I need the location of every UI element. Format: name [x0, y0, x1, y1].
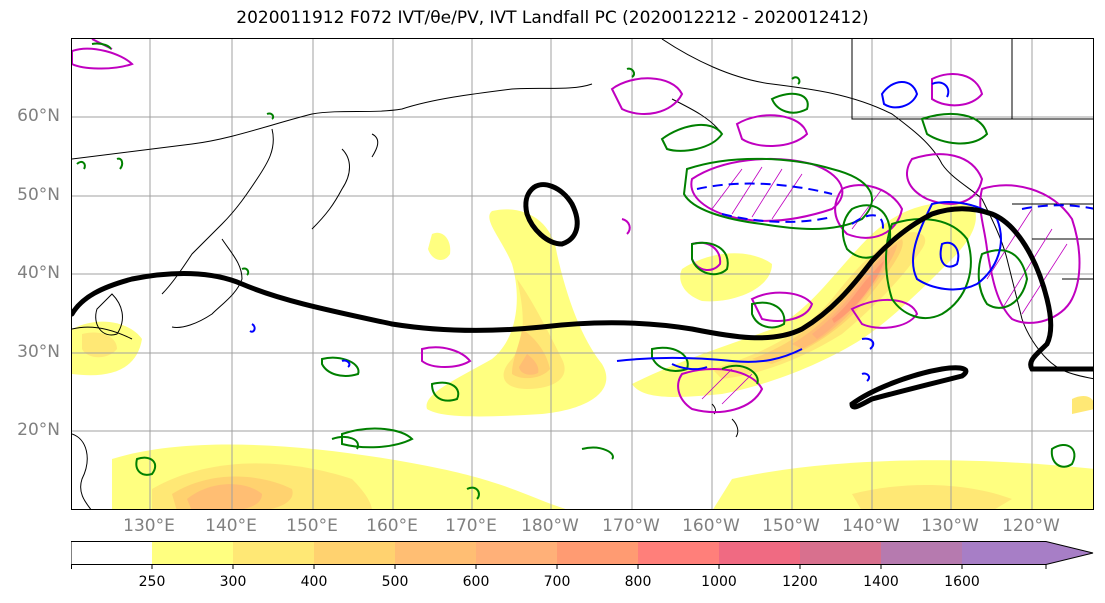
colorbar-segment — [152, 541, 233, 565]
lon-label-160w: 160°W — [682, 516, 740, 536]
colorbar-tick-label: 300 — [219, 574, 247, 590]
colorbar-segment — [881, 541, 962, 565]
chart-title: 2020011912 F072 IVT/θe/PV, IVT Landfall … — [236, 8, 869, 28]
lon-label-170w: 170°W — [602, 516, 660, 536]
map-panel — [71, 38, 1094, 510]
colorbar-tick-label: 500 — [381, 574, 409, 590]
ivt-contour-black — [72, 182, 1093, 410]
colorbar-outline — [71, 541, 1094, 565]
lon-label-130w: 130°W — [921, 516, 979, 536]
colorbar-tick-label: 1000 — [701, 574, 737, 590]
colorbar-tick-label: 1400 — [863, 574, 899, 590]
colorbar-segment — [314, 541, 395, 565]
colorbar-segment — [557, 541, 638, 565]
colorbar-segment — [962, 541, 1093, 565]
lon-label-170e: 170°E — [445, 516, 497, 536]
lon-label-150w: 150°W — [762, 516, 820, 536]
colorbar-segment — [638, 541, 719, 565]
lon-label-130e: 130°E — [123, 516, 175, 536]
graticule — [72, 39, 1093, 509]
colorbar-tick-label: 600 — [462, 574, 490, 590]
colorbar-segment — [395, 541, 476, 565]
colorbar-tick-label: 800 — [624, 574, 652, 590]
lon-label-180w: 180°W — [521, 516, 579, 536]
lat-label-20n: 20°N — [17, 420, 60, 440]
lon-label-160e: 160°E — [366, 516, 418, 536]
colorbar-segment — [719, 541, 800, 565]
lon-label-140w: 140°W — [842, 516, 900, 536]
lon-label-140e: 140°E — [205, 516, 257, 536]
lat-label-50n: 50°N — [17, 185, 60, 205]
colorbar-tick-label: 1600 — [944, 574, 980, 590]
colorbar-segment-below — [71, 541, 152, 565]
coastlines — [72, 39, 1093, 509]
lat-label-30n: 30°N — [17, 342, 60, 362]
colorbar-segment — [233, 541, 314, 565]
colorbar-segment — [476, 541, 557, 565]
lat-label-60n: 60°N — [17, 106, 60, 126]
lon-label-150e: 150°E — [286, 516, 338, 536]
colorbar-segment — [800, 541, 881, 565]
lat-label-40n: 40°N — [17, 263, 60, 283]
colorbar-tick-label: 700 — [543, 574, 571, 590]
colorbar-tick-label: 250 — [138, 574, 166, 590]
map-canvas — [72, 39, 1093, 509]
colorbar-tick-label: 1200 — [782, 574, 818, 590]
colorbar-tick-label: 400 — [300, 574, 328, 590]
colorbar — [71, 541, 1094, 569]
lon-label-120w: 120°W — [1002, 516, 1060, 536]
